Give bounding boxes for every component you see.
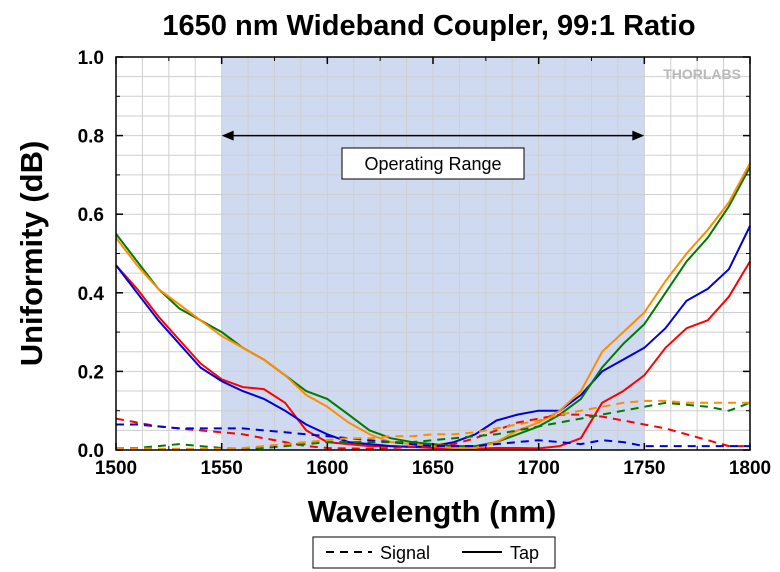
operating-range-label: Operating Range [364, 154, 501, 174]
x-tick-label: 1650 [412, 458, 454, 479]
chart-title: 1650 nm Wideband Coupler, 99:1 Ratio [162, 10, 695, 42]
legend: Signal Tap [312, 536, 556, 569]
x-tick-label: 1600 [306, 458, 348, 479]
operating-range-annotation: Operating Range [221, 130, 645, 180]
legend-signal-label: Signal [380, 543, 430, 563]
series-signal-5 [116, 423, 750, 448]
legend-box [312, 536, 556, 569]
x-tick-label: 1500 [95, 458, 137, 479]
x-tick-label: 1750 [623, 458, 665, 479]
x-tick-label: 1550 [201, 458, 243, 479]
y-tick-label: 0.6 [78, 205, 104, 226]
grid [115, 56, 751, 451]
x-tick-label: 1700 [518, 458, 560, 479]
x-axis-label: Wavelength (nm) [308, 494, 557, 529]
arrow-head-right [632, 130, 645, 141]
thorlabs-logo: THORLABS [663, 66, 741, 82]
y-axis-label: Uniformity (dB) [14, 141, 49, 367]
y-tick-label: 0.2 [78, 362, 104, 383]
series-signal-4 [115, 413, 750, 450]
ticks: 1500 1550 1600 1650 1700 1750 1800 0.0 0.2 0.4 0.6… [78, 48, 772, 479]
y-tick-label: 0.4 [78, 284, 105, 305]
logo-text: THORLABS [663, 66, 741, 82]
arrow-head-left [221, 130, 234, 141]
x-tick-label: 1800 [729, 458, 771, 479]
y-tick-label: 0.0 [78, 441, 104, 462]
operating-range-label-box [341, 147, 525, 180]
y-tick-label: 0.8 [78, 127, 104, 148]
legend-tap-label: Tap [510, 543, 539, 563]
y-tick-label: 1.0 [78, 48, 104, 69]
